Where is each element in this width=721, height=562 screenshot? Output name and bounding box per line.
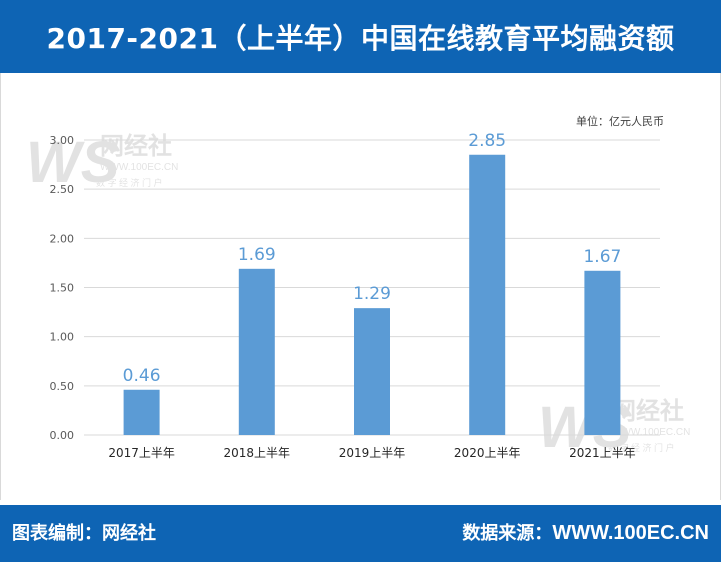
bar xyxy=(584,270,621,435)
bar xyxy=(354,308,390,435)
data-label: 0.46 xyxy=(123,366,161,386)
data-label: 1.69 xyxy=(238,245,276,265)
compiler-credit: 图表编制：网经社 xyxy=(12,523,156,544)
data-label: 1.67 xyxy=(583,247,621,267)
y-tick-label: 1.50 xyxy=(50,282,75,295)
source-label: 数据来源： xyxy=(462,523,553,544)
footer-banner: 图表编制：网经社 数据来源：WWW.100EC.CN xyxy=(0,505,721,562)
bar xyxy=(469,154,506,435)
y-tick-label: 2.00 xyxy=(50,232,75,245)
bar xyxy=(238,268,275,435)
y-tick-label: 0.00 xyxy=(50,429,75,442)
data-label: 1.29 xyxy=(353,284,391,304)
y-tick-label: 1.00 xyxy=(50,331,75,344)
y-tick-label: 2.50 xyxy=(50,183,75,196)
y-tick-label: 0.50 xyxy=(50,380,75,393)
chart-title: 2017-2021（上半年）中国在线教育平均融资额 xyxy=(46,21,675,55)
x-tick-label: 2018上半年 xyxy=(224,446,291,460)
x-tick-label: 2020上半年 xyxy=(454,446,521,460)
data-source: 数据来源：WWW.100EC.CN xyxy=(462,505,709,562)
title-banner: 2017-2021（上半年）中国在线教育平均融资额 xyxy=(0,0,721,73)
bar xyxy=(123,389,160,435)
data-label: 2.85 xyxy=(468,131,506,151)
x-tick-label: 2017上半年 xyxy=(108,446,175,460)
x-tick-label: 2021上半年 xyxy=(569,446,636,460)
x-tick-label: 2019上半年 xyxy=(339,446,406,460)
y-tick-label: 3.00 xyxy=(50,134,75,147)
unit-label: 单位：亿元人民币 xyxy=(576,114,664,128)
source-url: WWW.100EC.CN xyxy=(552,522,709,544)
